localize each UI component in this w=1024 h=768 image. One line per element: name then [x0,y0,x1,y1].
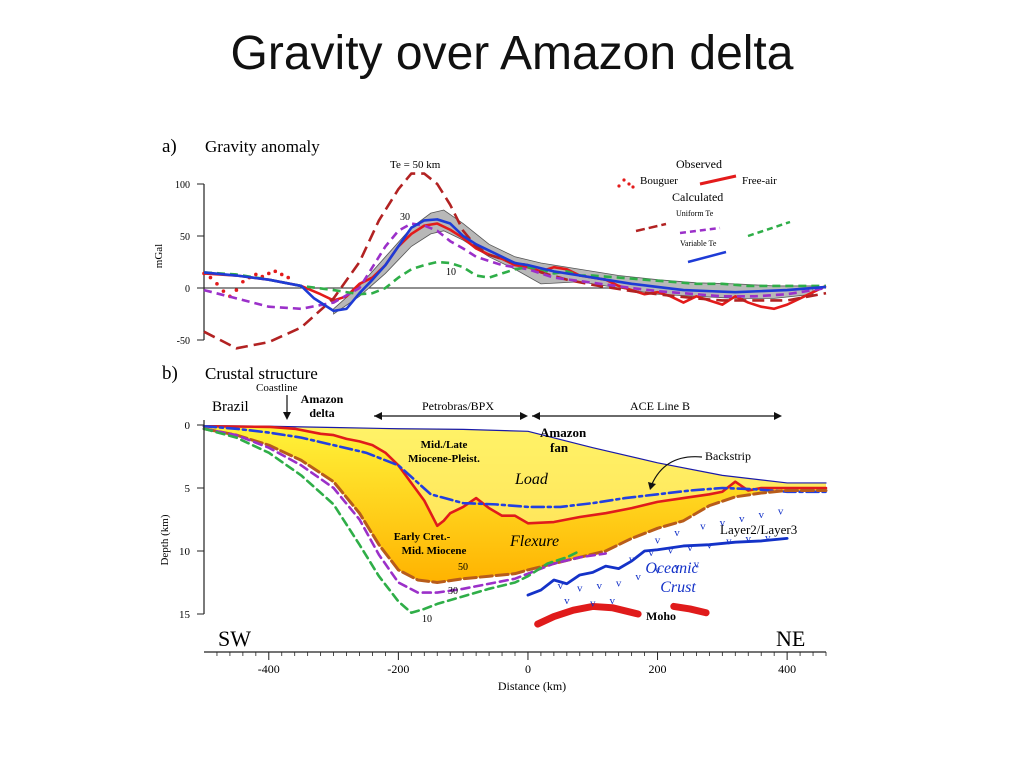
panel-a-title: Gravity anomaly [205,137,320,156]
oceanic-v: v [707,539,713,551]
b-xtick-label: 400 [778,662,796,676]
label-flexure: Flexure [509,533,559,550]
label-sw: SW [218,626,251,651]
a-ytick-label: 0 [185,284,190,295]
b-ytick-label: 10 [179,546,191,558]
bouguer-point [280,273,284,277]
b-ytick-label: 15 [179,609,191,621]
series-moho-west [538,606,638,624]
legend-calculated: Calculated [672,190,723,204]
bouguer-point [215,282,219,286]
oceanic-v: v [577,582,583,594]
bouguer-point [286,276,290,280]
label-coastline: Coastline [256,382,298,394]
legend-freeair: Free-air [742,175,777,187]
oceanic-v: v [700,521,706,533]
oceanic-v: v [655,534,661,546]
a-ytick-label: -50 [177,336,190,347]
bouguer-point [254,273,258,277]
label-te30: 30 [448,586,458,597]
te30-annotation: 30 [400,212,410,223]
label-ne: NE [776,626,805,651]
b-xlabel: Distance (km) [498,679,566,693]
oceanic-v: v [629,553,635,565]
bouguer-point [222,289,226,293]
label-te50: 50 [458,562,468,573]
bouguer-point [267,272,271,276]
b-xtick-label: -400 [258,662,280,676]
a-ytick-label: 100 [175,180,190,191]
label-te10: 10 [422,614,432,625]
legend-variable-swatch [688,252,726,262]
te10-annotation: 10 [446,267,456,278]
series-moho-east [674,606,706,612]
ace-arrowhead-right [774,412,782,420]
b-ytick-label: 5 [185,483,191,495]
b-ytick-label: 0 [185,420,191,432]
b-ylabel: Depth (km) [159,514,171,565]
label-ace: ACE Line B [630,399,690,413]
oceanic-v: v [558,580,564,592]
a-y-ticks: 100 50 0 -50 [175,180,204,347]
oceanic-v: v [726,536,732,548]
legend-te50-swatch [636,224,666,231]
panel-b-title: Crustal structure [205,364,318,383]
a-ytick-label: 50 [180,232,190,243]
label-backstrip: Backstrip [705,449,751,463]
panel-a: a) Gravity anomaly mGal 100 50 0 -50 Te = 5… [153,136,826,348]
label-brazil: Brazil [212,399,249,415]
panel-b: b) Crustal structure v v v vv v vvv v vvv v v v v v v… [159,363,826,693]
bouguer-point [273,270,277,274]
label-layer23: Layer2/Layer3 [720,522,797,537]
label-amazon-delta: Amazon delta [301,392,344,420]
a-legend: Observed Bouguer Free-air Calculated Uni… [617,157,790,262]
petrobras-arrowhead-right [520,412,528,420]
a-ylabel: mGal [153,244,165,268]
legend-variable: Variable Te [680,239,717,248]
oceanic-v: v [668,545,674,557]
oceanic-v: v [648,547,654,559]
legend-bouguer: Bouguer [640,175,678,187]
oceanic-v: v [758,509,764,521]
oceanic-v: v [616,577,622,589]
oceanic-v: v [596,580,602,592]
panel-b-label: b) [162,363,178,384]
b-xtick-label: 0 [525,662,531,676]
oceanic-v: v [635,571,641,583]
panel-a-label: a) [162,136,177,157]
oceanic-v: v [687,542,693,554]
te50-annotation: Te = 50 km [390,159,441,171]
legend-uniform: Uniform Te [676,209,714,218]
bouguer-point [235,288,239,292]
coastline-arrowhead [283,412,291,420]
bouguer-point [209,276,213,280]
label-petrobras: Petrobras/BPX [422,399,494,413]
legend-te30-swatch [680,228,720,233]
bouguer-point [241,280,245,284]
label-oceanic: Oceanic Crust [645,560,698,596]
oceanic-v: v [609,595,615,607]
ace-arrowhead-left [532,412,540,420]
label-load: Load [514,471,549,488]
oceanic-v: v [674,527,680,539]
legend-te10-swatch [748,222,790,236]
legend-freeair-swatch [700,176,736,184]
oceanic-v: v [778,505,784,517]
b-xtick-label: 200 [649,662,667,676]
petrobras-arrowhead-left [374,412,382,420]
oceanic-v: v [590,597,596,609]
b-xtick-label: -200 [387,662,409,676]
legend-bouguer-swatch [617,178,634,188]
oceanic-v: v [564,595,570,607]
label-moho: Moho [646,609,676,623]
legend-observed: Observed [676,157,722,171]
